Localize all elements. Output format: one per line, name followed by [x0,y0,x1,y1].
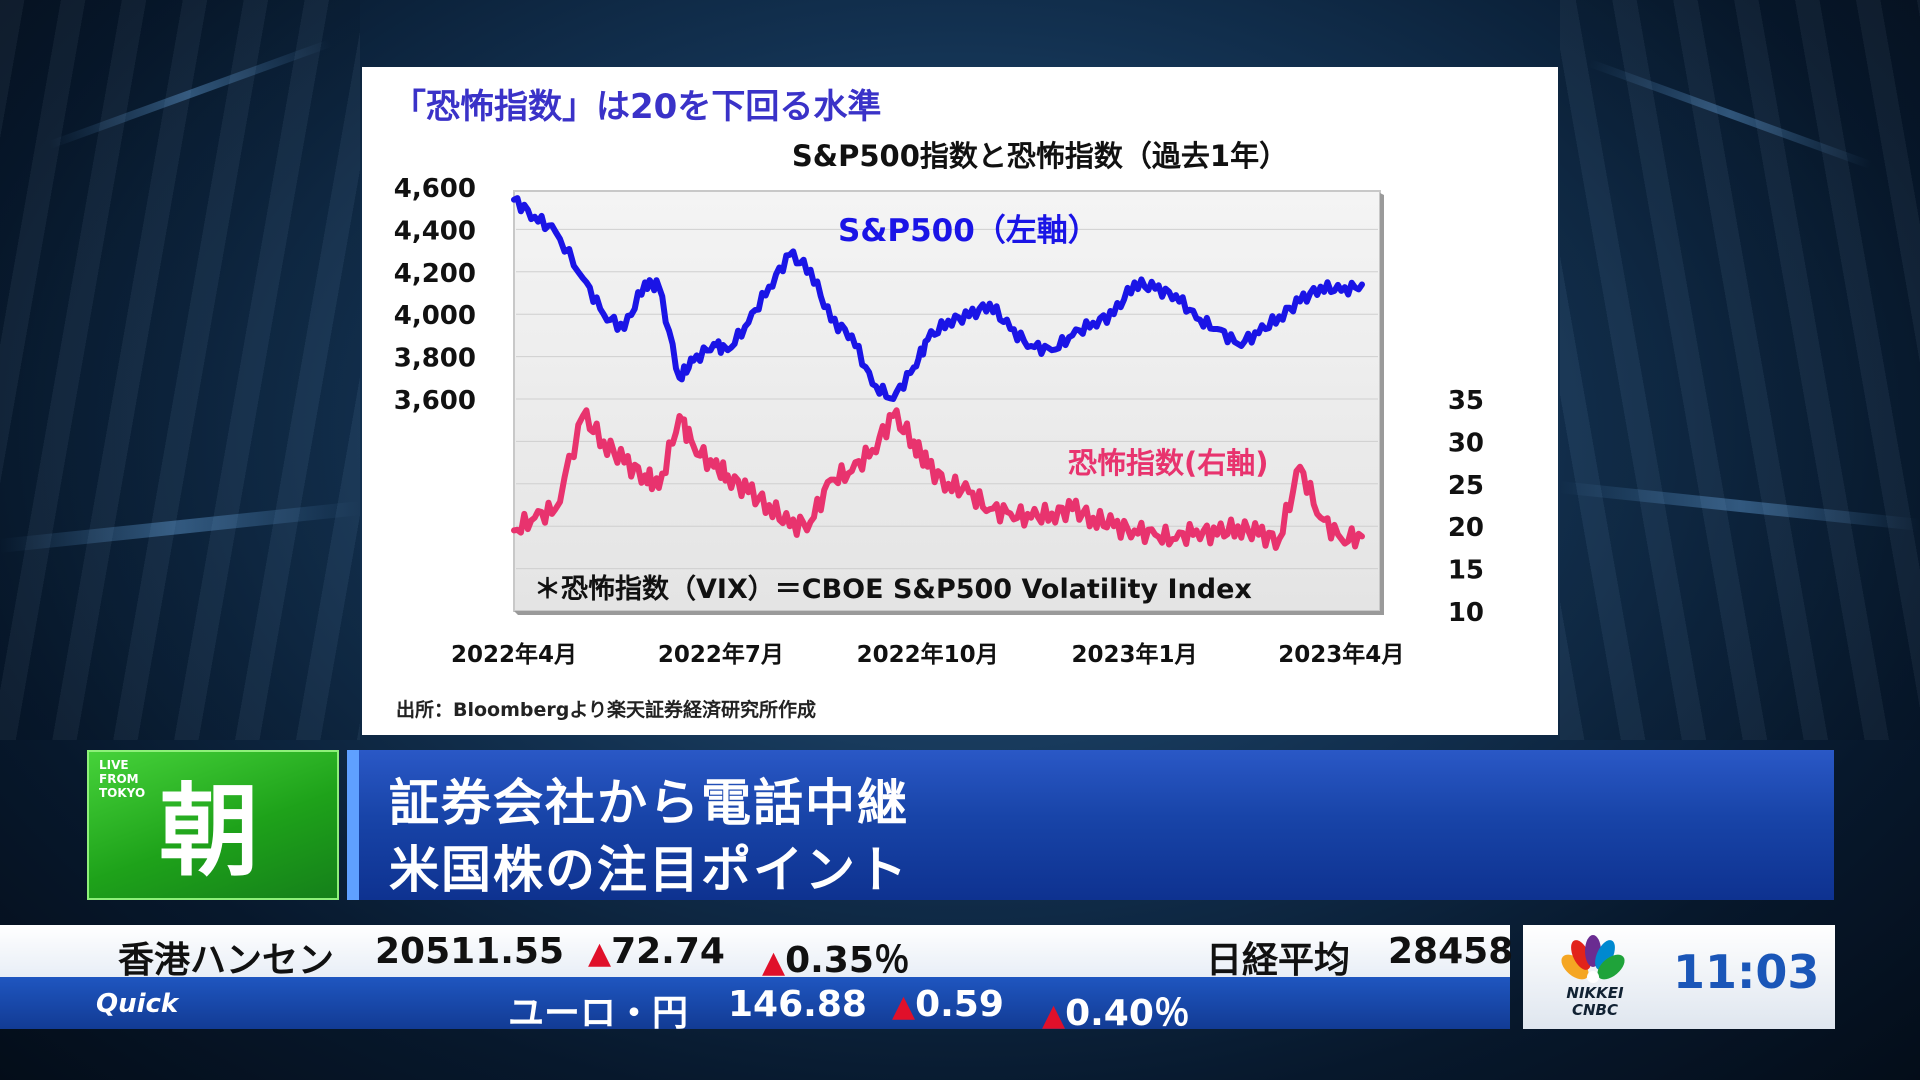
line-chart: 4,600 4,400 4,200 4,000 3,800 3,600 35 30 25 20 1… [394,174,1484,668]
eurjpy-change: ▲0.59 [892,984,1004,1025]
network-clock-box: NIKKEI CNBC 11:03 [1523,925,1835,1029]
eurjpy-label: ユーロ・円 [508,993,689,1034]
vix-footnote: ＊恐怖指数（VIX）＝CBOE S&P500 Volatility Index [534,573,1252,605]
hangseng-value: 20511.55 [375,931,565,972]
live-from-tokyo-label: LIVE FROM TOKYO [99,758,146,800]
vix-series-label: 恐怖指数(右軸) [1068,446,1269,480]
peacock-logo-icon [1561,935,1625,983]
hangseng-label: 香港ハンセン [118,940,335,981]
x-axis-tick-label: 2022年7月 [658,641,784,668]
left-axis-tick-label: 4,000 [394,301,476,331]
segment-title-line-2: 米国株の注目ポイント [389,841,909,899]
x-axis-tick-label: 2022年4月 [451,641,577,668]
vix-series-line [511,407,1365,551]
market-ticker-bottom: Quick ユーロ・円 146.88 ▲0.59 ▲0.40％ [0,977,1510,1034]
right-axis-tick-label: 20 [1448,513,1484,543]
left-axis-tick-label: 4,400 [394,216,476,246]
sp500-series-label: S&P500（左軸） [838,213,1099,249]
up-triangle-icon: ▲ [762,945,786,980]
quick-logo: Quick [96,989,179,1019]
hangseng-change: ▲72.74 [588,931,725,972]
left-axis-tick-label: 4,600 [394,174,476,204]
left-axis-tick-label: 3,800 [394,344,476,374]
network-wordmark: NIKKEI CNBC [1566,984,1624,1019]
program-logo: LIVE FROM TOKYO 朝 [87,750,339,900]
clock-time: 11:03 [1673,945,1820,999]
market-ticker-top: 香港ハンセン 20511.55 ▲72.74 ▲0.35％ 日経平均 28458 [0,925,1514,981]
segment-title-line-1: 証券会社から電話中継 [389,774,909,832]
left-axis-tick-label: 3,600 [394,386,476,416]
source-note: 出所：Bloombergより楽天証券経済研究所作成 [396,699,816,721]
chart-title: S&P500指数と恐怖指数（過去1年） [791,139,1289,173]
right-axis-tick-label: 15 [1448,556,1484,586]
nikkei-label: 日経平均 [1206,940,1351,981]
segment-title-bar: 証券会社から電話中継 米国株の注目ポイント [347,750,1834,900]
show-kanji-logo: 朝 [159,773,259,890]
right-axis-tick-label: 25 [1448,471,1484,501]
hangseng-change-pct: ▲0.35％ [762,940,910,981]
eurjpy-value: 146.88 [728,984,867,1025]
chart-headline: 「恐怖指数」は20を下回る水準 [392,87,882,127]
x-axis-tick-label: 2022年10月 [857,641,999,668]
right-axis-tick-label: 10 [1448,598,1484,628]
left-axis-tick-label: 4,200 [394,259,476,289]
right-axis-tick-label: 35 [1448,386,1484,416]
up-triangle-icon: ▲ [588,936,612,971]
sp500-series-line [511,195,1365,402]
x-axis-tick-label: 2023年4月 [1278,641,1404,668]
plot-area [513,190,1381,612]
up-triangle-icon: ▲ [892,989,916,1024]
chart-card: 「恐怖指数」は20を下回る水準 S&P500指数と恐怖指数（過去1年） 4,60… [362,67,1558,735]
eurjpy-change-pct: ▲0.40％ [1042,993,1190,1034]
up-triangle-icon: ▲ [1042,998,1066,1033]
right-axis-tick-label: 30 [1448,428,1484,458]
x-axis-tick-label: 2023年1月 [1071,641,1197,668]
nikkei-value: 28458 [1388,931,1514,972]
